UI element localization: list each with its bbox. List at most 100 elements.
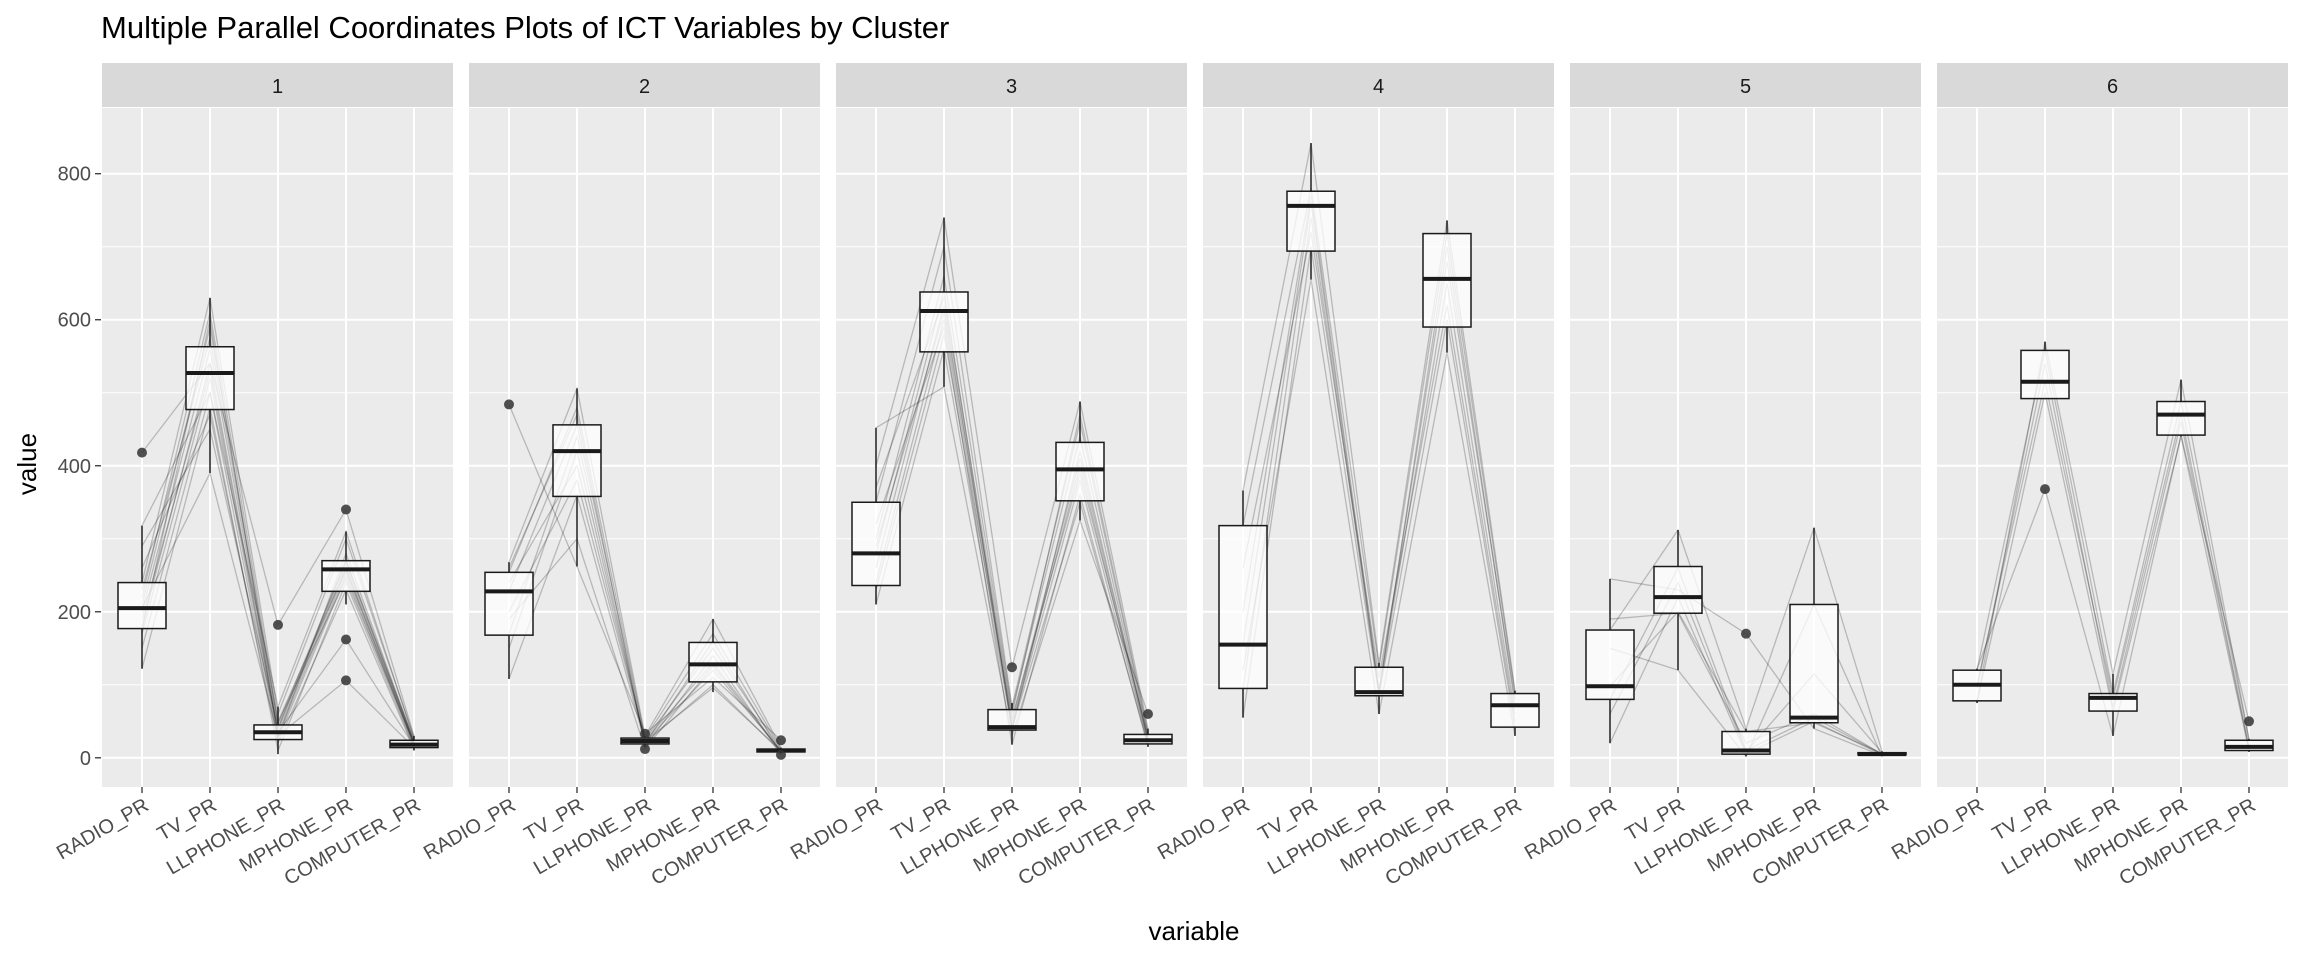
y-tick-label: 600 — [58, 310, 91, 332]
x-tick-label: RADIO_PR — [420, 794, 520, 864]
chart-title: Multiple Parallel Coordinates Plots of I… — [101, 10, 949, 45]
box — [919, 291, 969, 353]
box — [1218, 524, 1268, 690]
box — [1055, 441, 1105, 502]
facet-strip — [469, 63, 820, 107]
y-tick-label: 800 — [58, 164, 91, 186]
boxplot-tv_pr — [1286, 143, 1336, 280]
box — [484, 571, 534, 636]
x-tick-label: RADIO_PR — [53, 794, 153, 864]
y-tick-label: 0 — [80, 748, 91, 770]
facet-strip — [1937, 63, 2288, 107]
boxplot-tv_pr — [552, 388, 602, 567]
x-tick-label: RADIO_PR — [1888, 794, 1988, 864]
y-tick-label: 400 — [58, 456, 91, 478]
x-tick-label: LLPHONE_PR — [163, 794, 289, 879]
x-tick-label: LLPHONE_PR — [1631, 794, 1757, 879]
boxplot-mphone_pr — [1055, 401, 1105, 521]
boxplot-mphone_pr — [688, 619, 738, 693]
boxplot-tv_pr — [2020, 341, 2070, 495]
boxplot-mphone_pr — [1422, 220, 1472, 353]
facet-strip — [1203, 63, 1554, 107]
boxplot-computer_pr — [1123, 708, 1173, 747]
x-tick-label: LLPHONE_PR — [1264, 794, 1390, 879]
boxplot-computer_pr — [756, 735, 806, 760]
outlier-point — [1143, 708, 1153, 719]
boxplot-llphone_pr — [1721, 628, 1771, 757]
facet-strip-label: 4 — [1373, 76, 1384, 98]
facet-strip-label: 5 — [1740, 76, 1751, 98]
boxplot-mphone_pr — [1789, 527, 1839, 729]
box — [1653, 565, 1703, 614]
boxplot-radio_pr — [484, 399, 534, 679]
boxplot-radio_pr — [1218, 490, 1268, 718]
facet-strip-label: 1 — [272, 76, 283, 98]
outlier-point — [341, 675, 351, 686]
boxplot-tv_pr — [919, 217, 969, 387]
outlier-point — [137, 447, 147, 458]
box — [117, 581, 167, 630]
boxplot-llphone_pr — [987, 662, 1037, 745]
y-axis: 0 200 400 600 800 — [58, 164, 101, 770]
boxplot-llphone_pr — [253, 619, 303, 755]
facet-strip-label: 6 — [2107, 76, 2118, 98]
outlier-point — [273, 619, 283, 630]
x-axis-title: variable — [1148, 916, 1239, 946]
box — [1789, 603, 1839, 724]
facet-strip-label: 2 — [639, 76, 650, 98]
box — [2156, 400, 2206, 436]
facet-strip — [102, 63, 453, 107]
y-tick-label: 200 — [58, 602, 91, 624]
boxplot-tv_pr — [185, 297, 235, 474]
boxplot-radio_pr — [851, 427, 901, 605]
boxplot-mphone_pr — [2156, 379, 2206, 437]
boxplot-radio_pr — [117, 447, 167, 669]
boxplot-radio_pr — [1585, 578, 1635, 744]
boxplot-llphone_pr — [2088, 673, 2138, 736]
box — [2020, 349, 2070, 400]
box — [185, 345, 235, 411]
box — [1490, 692, 1540, 728]
boxplot-tv_pr — [1653, 530, 1703, 671]
box — [552, 424, 602, 498]
x-tick-label: RADIO_PR — [1154, 794, 1254, 864]
x-tick-label: RADIO_PR — [787, 794, 887, 864]
boxplot-computer_pr — [2224, 716, 2274, 752]
boxplot-computer_pr — [1857, 751, 1907, 757]
box — [851, 501, 901, 587]
outlier-point — [1741, 628, 1751, 639]
x-tick-label: LLPHONE_PR — [530, 794, 656, 879]
box — [1286, 190, 1336, 252]
outlier-point — [341, 634, 351, 645]
boxplot-mphone_pr — [321, 504, 371, 686]
boxplot-llphone_pr — [1354, 662, 1404, 714]
y-axis-title: value — [12, 433, 42, 495]
outlier-point — [2040, 484, 2050, 495]
box — [987, 708, 1037, 731]
boxplot-computer_pr — [389, 735, 439, 751]
facet-strip-label: 3 — [1006, 76, 1017, 98]
outlier-point — [2244, 716, 2254, 727]
facet-strip — [836, 63, 1187, 107]
x-tick-label: LLPHONE_PR — [897, 794, 1023, 879]
outlier-point — [640, 728, 650, 739]
outlier-point — [1007, 662, 1017, 673]
facet-strip — [1570, 63, 1921, 107]
box — [1585, 629, 1635, 701]
x-tick-label: LLPHONE_PR — [1998, 794, 2124, 879]
boxplot-llphone_pr — [620, 728, 670, 755]
outlier-point — [776, 749, 786, 760]
boxplot-radio_pr — [1952, 668, 2002, 704]
x-tick-label: RADIO_PR — [1521, 794, 1621, 864]
box — [321, 559, 371, 593]
outlier-point — [504, 399, 514, 410]
box — [688, 641, 738, 683]
